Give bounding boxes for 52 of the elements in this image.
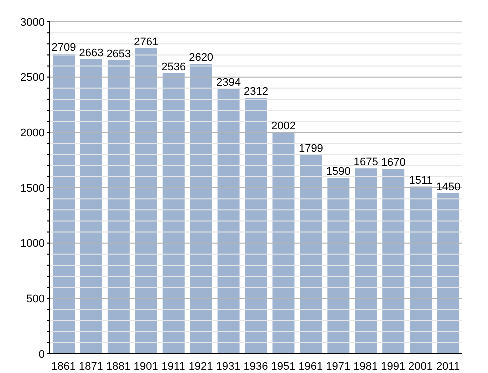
bar bbox=[53, 54, 75, 354]
x-tick-label: 1911 bbox=[162, 360, 186, 373]
x-tick-label: 1881 bbox=[106, 360, 131, 373]
x-tick-label: 1936 bbox=[244, 360, 268, 373]
y-tick-label: 500 bbox=[26, 294, 45, 306]
bar bbox=[162, 73, 185, 354]
data-label: 1590 bbox=[326, 166, 351, 178]
data-label: 2653 bbox=[106, 48, 132, 60]
bar bbox=[382, 169, 405, 354]
y-tick-label: 3000 bbox=[20, 16, 45, 29]
x-tick-label: 1991 bbox=[381, 360, 406, 373]
bar bbox=[218, 89, 240, 354]
bar bbox=[438, 194, 460, 354]
data-label: 2620 bbox=[189, 52, 214, 64]
x-tick-label: 1951 bbox=[271, 360, 296, 373]
bar bbox=[410, 186, 432, 354]
data-label: 2002 bbox=[271, 120, 296, 132]
x-tick-label: 1971 bbox=[326, 360, 351, 373]
x-tick-label: 1981 bbox=[354, 360, 378, 373]
data-label: 1450 bbox=[436, 182, 461, 194]
data-label: 2312 bbox=[244, 86, 269, 98]
bar bbox=[300, 154, 322, 354]
y-tick-label: 1000 bbox=[20, 238, 45, 250]
data-label: 1675 bbox=[354, 156, 378, 169]
x-tick-label: 2011 bbox=[436, 360, 460, 373]
bar bbox=[80, 59, 102, 354]
data-label: 2536 bbox=[162, 61, 186, 74]
x-tick-label: 2001 bbox=[408, 360, 434, 373]
data-label: 1799 bbox=[298, 142, 324, 155]
data-label: 2663 bbox=[79, 47, 104, 60]
data-label: 2761 bbox=[134, 36, 159, 48]
data-label: 1511 bbox=[409, 174, 433, 187]
bar bbox=[135, 48, 158, 354]
bar bbox=[272, 132, 295, 354]
y-tick-label: 1500 bbox=[20, 182, 45, 195]
x-tick-label: 1921 bbox=[188, 360, 214, 373]
x-tick-label: 1931 bbox=[216, 360, 241, 373]
bar bbox=[328, 178, 350, 354]
y-tick-label: 2500 bbox=[20, 72, 45, 84]
bar bbox=[245, 98, 268, 354]
x-tick-label: 1871 bbox=[78, 360, 104, 373]
x-tick-label: 1901 bbox=[134, 360, 158, 373]
y-tick-label: 0 bbox=[38, 348, 45, 361]
data-label: 2394 bbox=[216, 77, 242, 90]
x-tick-label: 1961 bbox=[298, 360, 324, 373]
y-tick-label: 2000 bbox=[20, 128, 45, 140]
bar bbox=[108, 60, 130, 354]
data-label: 2709 bbox=[52, 42, 76, 54]
bar bbox=[355, 168, 378, 354]
data-label: 1670 bbox=[381, 157, 406, 170]
bar bbox=[190, 64, 212, 354]
x-tick-label: 1861 bbox=[51, 360, 76, 373]
